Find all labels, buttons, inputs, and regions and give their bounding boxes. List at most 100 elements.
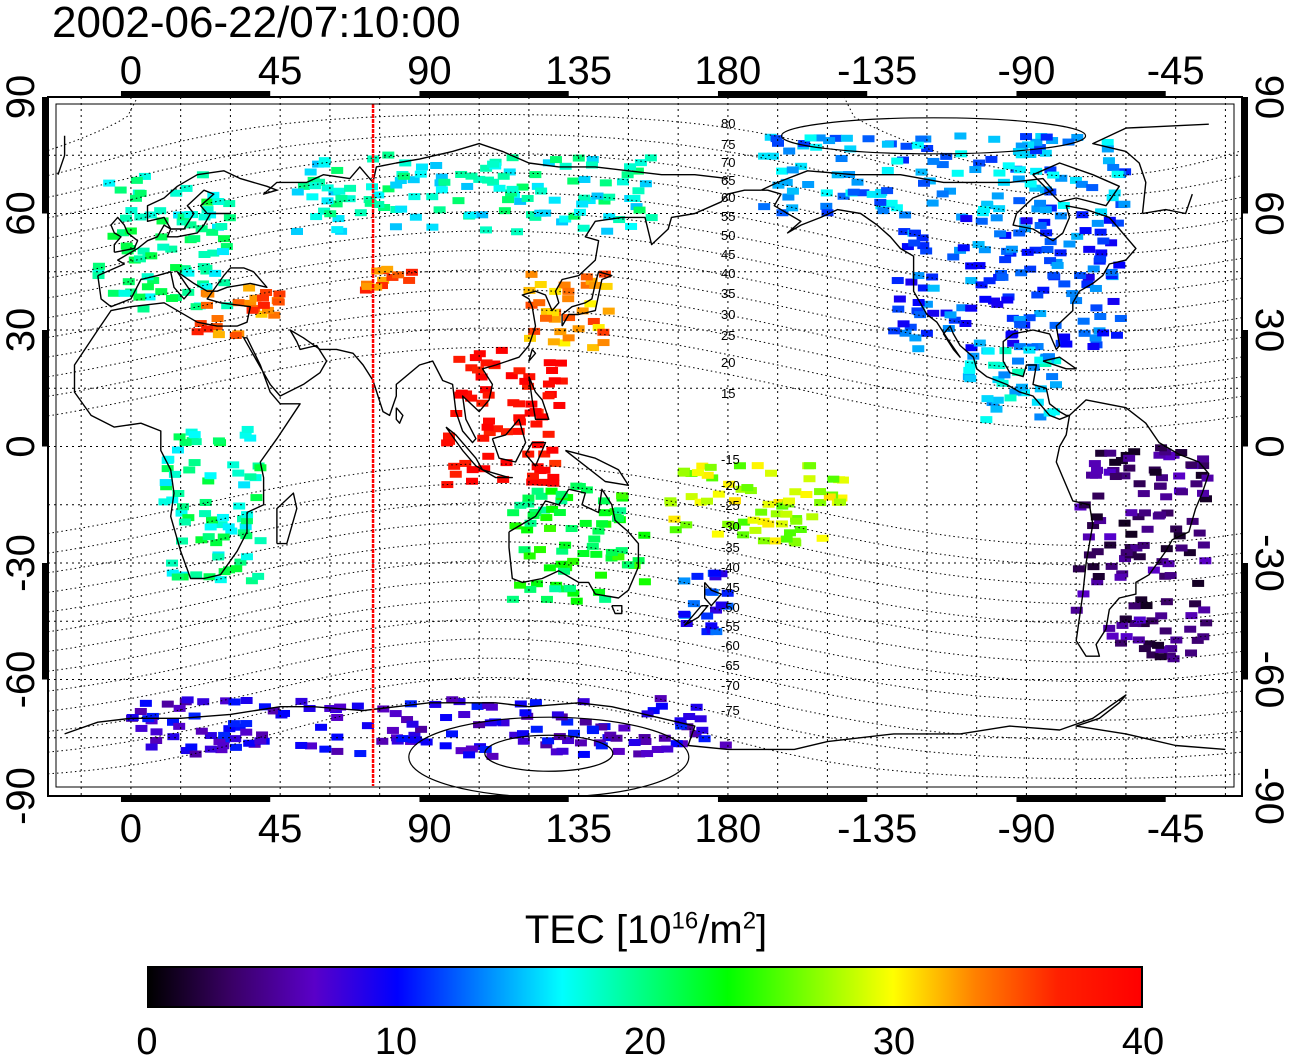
tec-cell	[559, 215, 572, 223]
tec-cell	[694, 715, 707, 723]
tec-cell	[184, 210, 197, 218]
tec-cell	[601, 227, 614, 235]
tec-cell	[965, 262, 978, 270]
tec-cell	[1095, 208, 1108, 216]
tec-cell	[241, 425, 254, 433]
tec-cell	[549, 585, 562, 593]
tec-cell	[555, 560, 568, 568]
tec-region	[441, 346, 568, 489]
tec-cell	[715, 570, 728, 578]
tec-cell	[597, 497, 610, 505]
tec-cell	[290, 227, 303, 235]
tec-cell	[616, 492, 629, 500]
tec-cell	[741, 484, 754, 492]
tec-cell	[1114, 314, 1127, 322]
tec-cell	[524, 585, 537, 593]
tec-cell	[1132, 513, 1145, 521]
tec-cell	[572, 325, 585, 333]
tec-cell	[1097, 237, 1110, 245]
coastline	[57, 123, 1209, 215]
lon-tick-label-top: -90	[998, 49, 1056, 93]
tec-cell	[514, 501, 527, 509]
tec-cell	[295, 741, 308, 749]
tec-cell	[905, 278, 918, 286]
tec-cell	[1198, 606, 1211, 614]
magnetic-contour-label: 75	[721, 137, 735, 152]
tec-cell	[592, 527, 605, 535]
tec-cell	[525, 400, 538, 408]
tec-cell	[546, 505, 559, 513]
tec-cell	[509, 522, 522, 530]
tec-cell	[565, 525, 578, 533]
tec-cell	[920, 247, 933, 255]
tec-cell	[175, 509, 188, 517]
tec-cell	[641, 750, 654, 758]
tec-cell	[453, 698, 466, 706]
tec-cell	[1013, 197, 1026, 205]
lat-tick-label-right: 60	[1247, 191, 1291, 236]
tec-cell	[891, 277, 904, 285]
tec-cell	[183, 466, 196, 474]
tec-cell	[182, 514, 195, 522]
tec-cell	[587, 344, 600, 352]
tec-cell	[1020, 217, 1033, 225]
tec-cell	[772, 139, 785, 147]
tec-cell	[295, 697, 308, 705]
tec-cell	[406, 720, 419, 728]
tec-cell	[205, 516, 218, 524]
tec-cell	[244, 473, 257, 481]
tec-cell	[159, 479, 172, 487]
tec-cell	[404, 700, 417, 708]
magnetic-contour	[48, 638, 1242, 721]
tec-cell	[1123, 464, 1136, 472]
inner-border	[55, 103, 1235, 788]
tec-cell	[516, 730, 529, 738]
tec-cell	[227, 461, 240, 469]
tec-cell	[535, 187, 548, 195]
lat-tick-label-left: 30	[0, 308, 43, 353]
tec-cell	[644, 154, 657, 162]
tec-cell	[772, 181, 785, 189]
tec-cell	[513, 414, 526, 422]
tec-cell	[245, 577, 258, 585]
tec-cell	[217, 742, 230, 750]
tec-cell	[1089, 471, 1102, 479]
tec-cell	[1055, 174, 1068, 182]
tec-cell	[972, 241, 985, 249]
tec-cell	[303, 704, 316, 712]
tec-cell	[395, 205, 408, 213]
tec-cell	[999, 256, 1012, 264]
coastline	[491, 418, 527, 463]
tec-cell	[377, 705, 390, 713]
tec-cell	[465, 394, 478, 402]
tec-cell	[526, 472, 539, 480]
tec-cell	[1082, 273, 1095, 281]
tec-cell	[1049, 381, 1062, 389]
tec-cell	[120, 242, 133, 250]
tec-cell	[783, 529, 796, 537]
magnetic-contour-label: -25	[721, 498, 740, 513]
tec-cell	[851, 178, 864, 186]
tec-cell	[696, 462, 709, 470]
tec-cell	[397, 172, 410, 180]
tec-cell	[540, 314, 553, 322]
map-timestamp-title: 2002-06-22/07:10:00	[52, 0, 461, 47]
tec-cell	[1023, 314, 1036, 322]
tec-cell	[305, 742, 318, 750]
tec-cell	[1088, 460, 1101, 468]
tec-cell	[1114, 573, 1127, 581]
tec-cell	[603, 193, 616, 201]
tec-cell	[639, 737, 652, 745]
tec-cell	[698, 735, 711, 743]
tec-cell	[1029, 246, 1042, 254]
magnetic-contour	[48, 308, 1242, 391]
tec-cell	[691, 469, 704, 477]
tec-cell	[711, 530, 724, 538]
tec-cell	[218, 568, 231, 576]
tec-cell	[547, 479, 560, 487]
tec-cell	[1135, 596, 1148, 604]
tec-cell	[195, 536, 208, 544]
tec-cell	[915, 168, 928, 176]
coastline	[1032, 162, 1120, 207]
tec-cell	[1146, 651, 1159, 659]
